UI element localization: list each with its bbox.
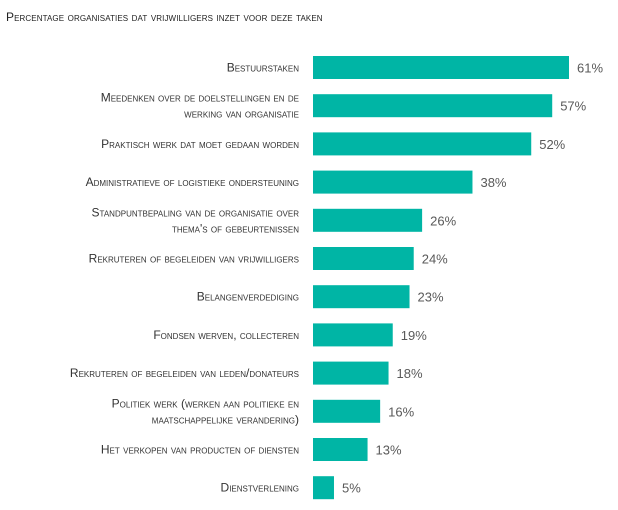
bar-6 bbox=[313, 285, 410, 309]
category-label-6: Belangenverdediging bbox=[197, 290, 299, 304]
value-label-7: 19% bbox=[401, 328, 427, 343]
category-label-2: Praktisch werk dat moet gedaan worden bbox=[101, 137, 299, 151]
bar-1 bbox=[313, 94, 553, 118]
bar-2 bbox=[313, 132, 532, 156]
bar-3 bbox=[313, 170, 473, 194]
bar-9 bbox=[313, 399, 381, 423]
value-label-9: 16% bbox=[388, 404, 414, 419]
value-label-0: 61% bbox=[577, 61, 603, 76]
category-label-7: Fondsen werven, collecteren bbox=[153, 328, 299, 342]
chart-title: Percentage organisaties dat vrijwilliger… bbox=[6, 10, 323, 24]
value-label-5: 24% bbox=[422, 252, 448, 267]
value-label-10: 13% bbox=[376, 443, 402, 458]
value-label-4: 26% bbox=[430, 213, 456, 228]
value-label-3: 38% bbox=[480, 175, 506, 190]
category-label-11: Dienstverlening bbox=[221, 481, 299, 495]
value-label-6: 23% bbox=[418, 290, 444, 305]
category-label-8: Rekruteren of begeleiden van leden/donat… bbox=[70, 366, 299, 380]
category-label-10: Het verkopen van producten of diensten bbox=[101, 443, 299, 457]
category-label-0: Bestuurstaken bbox=[227, 61, 300, 75]
category-label-4: Standpuntbepaling van de organisatie ove… bbox=[92, 205, 300, 235]
category-label-9: Politiek werk (werken aan politieke en ma… bbox=[112, 396, 300, 426]
value-label-11: 5% bbox=[342, 481, 361, 496]
value-label-8: 18% bbox=[397, 366, 423, 381]
category-label-5: Rekruteren of begeleiden van vrijwillige… bbox=[89, 252, 299, 266]
bar-4 bbox=[313, 208, 423, 232]
value-label-2: 52% bbox=[539, 137, 565, 152]
bar-7 bbox=[313, 323, 393, 347]
bar-8 bbox=[313, 361, 389, 385]
category-label-1: Meedenken over de doelstellingen en de we… bbox=[101, 91, 299, 121]
category-label-3: Administratieve of logistieke ondersteun… bbox=[86, 175, 299, 189]
bar-0 bbox=[313, 56, 569, 79]
value-label-1: 57% bbox=[560, 99, 586, 114]
bar-10 bbox=[313, 438, 368, 461]
bar-11 bbox=[313, 476, 334, 500]
bar-5 bbox=[313, 247, 414, 270]
